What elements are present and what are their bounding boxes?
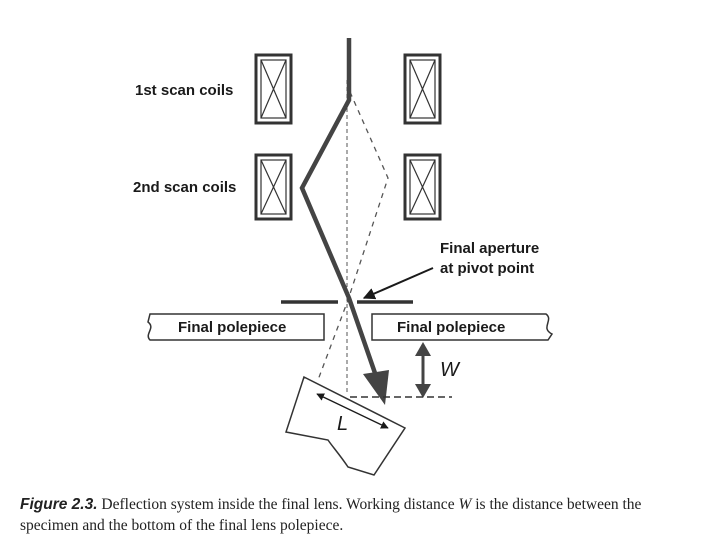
label-polepiece-left: Final polepiece bbox=[178, 319, 286, 336]
label-1st-scan-coils: 1st scan coils bbox=[135, 82, 233, 99]
label-final-aperture: Final aperture bbox=[440, 240, 539, 257]
scan-coil-lower-left bbox=[254, 153, 293, 221]
scan-coil-upper-right bbox=[403, 53, 442, 125]
figure-caption: Figure 2.3. Deflection system inside the… bbox=[20, 494, 690, 536]
caption-symbol-w: W bbox=[458, 496, 472, 513]
caption-text-part1: Deflection system inside the final lens.… bbox=[101, 496, 459, 513]
polepiece-left bbox=[147, 313, 325, 341]
working-distance-arrow bbox=[415, 342, 431, 398]
deflection-system-diagram: 1st scan coils 2nd scan coils Final aper… bbox=[133, 38, 554, 476]
label-at-pivot-point: at pivot point bbox=[440, 260, 534, 277]
polepiece-right bbox=[371, 313, 554, 341]
label-working-distance: W bbox=[440, 359, 461, 381]
caption-text-part2: is the distance between the specimen and… bbox=[20, 496, 642, 534]
beam-arrowhead bbox=[363, 370, 389, 405]
label-polepiece-right: Final polepiece bbox=[397, 319, 505, 336]
figure-number: Figure 2.3. bbox=[20, 496, 98, 513]
scan-length-arrow bbox=[316, 393, 389, 429]
scan-coil-lower-right bbox=[403, 153, 442, 221]
label-scan-length: L bbox=[337, 413, 348, 435]
scan-coil-upper-left bbox=[254, 53, 293, 125]
main-beam-path bbox=[299, 38, 379, 377]
label-2nd-scan-coils: 2nd scan coils bbox=[133, 179, 236, 196]
aperture-pointer-arrow bbox=[362, 267, 434, 300]
